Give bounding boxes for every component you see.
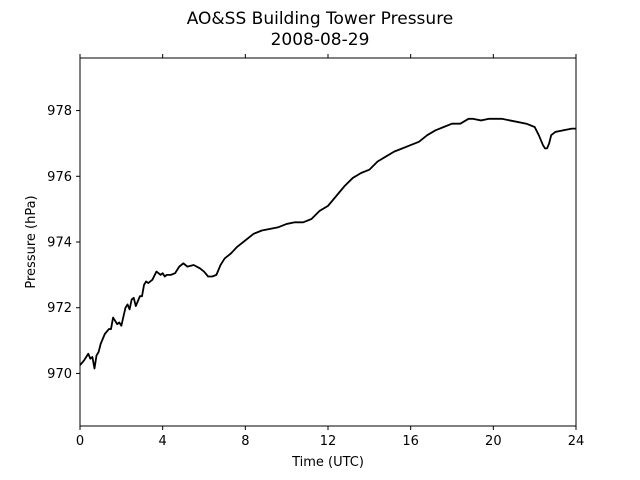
x-tick-label: 4 <box>159 434 167 449</box>
x-tick-label: 8 <box>241 434 249 449</box>
x-tick-label: 12 <box>320 434 337 449</box>
chart-title: AO&SS Building Tower Pressure <box>187 9 454 29</box>
x-tick-label: 20 <box>485 434 502 449</box>
x-tick-label: 0 <box>76 434 84 449</box>
x-tick-label: 16 <box>402 434 419 449</box>
y-axis-label: Pressure (hPa) <box>24 195 39 288</box>
plot-frame <box>79 57 577 427</box>
x-axis-ticks: 0 4 8 12 16 20 24 <box>76 54 584 449</box>
x-axis-label: Time (UTC) <box>291 455 364 470</box>
y-tick-label: 972 <box>47 301 72 316</box>
chart-subtitle: 2008-08-29 <box>271 30 370 50</box>
y-tick-label: 974 <box>47 236 72 251</box>
y-tick-label: 978 <box>47 104 72 119</box>
pressure-series-line <box>79 117 576 370</box>
y-tick-label: 970 <box>47 367 72 382</box>
y-tick-label: 976 <box>47 170 72 185</box>
y-axis-ticks: 970 972 974 976 978 <box>47 104 80 382</box>
x-tick-label: 24 <box>568 434 585 449</box>
